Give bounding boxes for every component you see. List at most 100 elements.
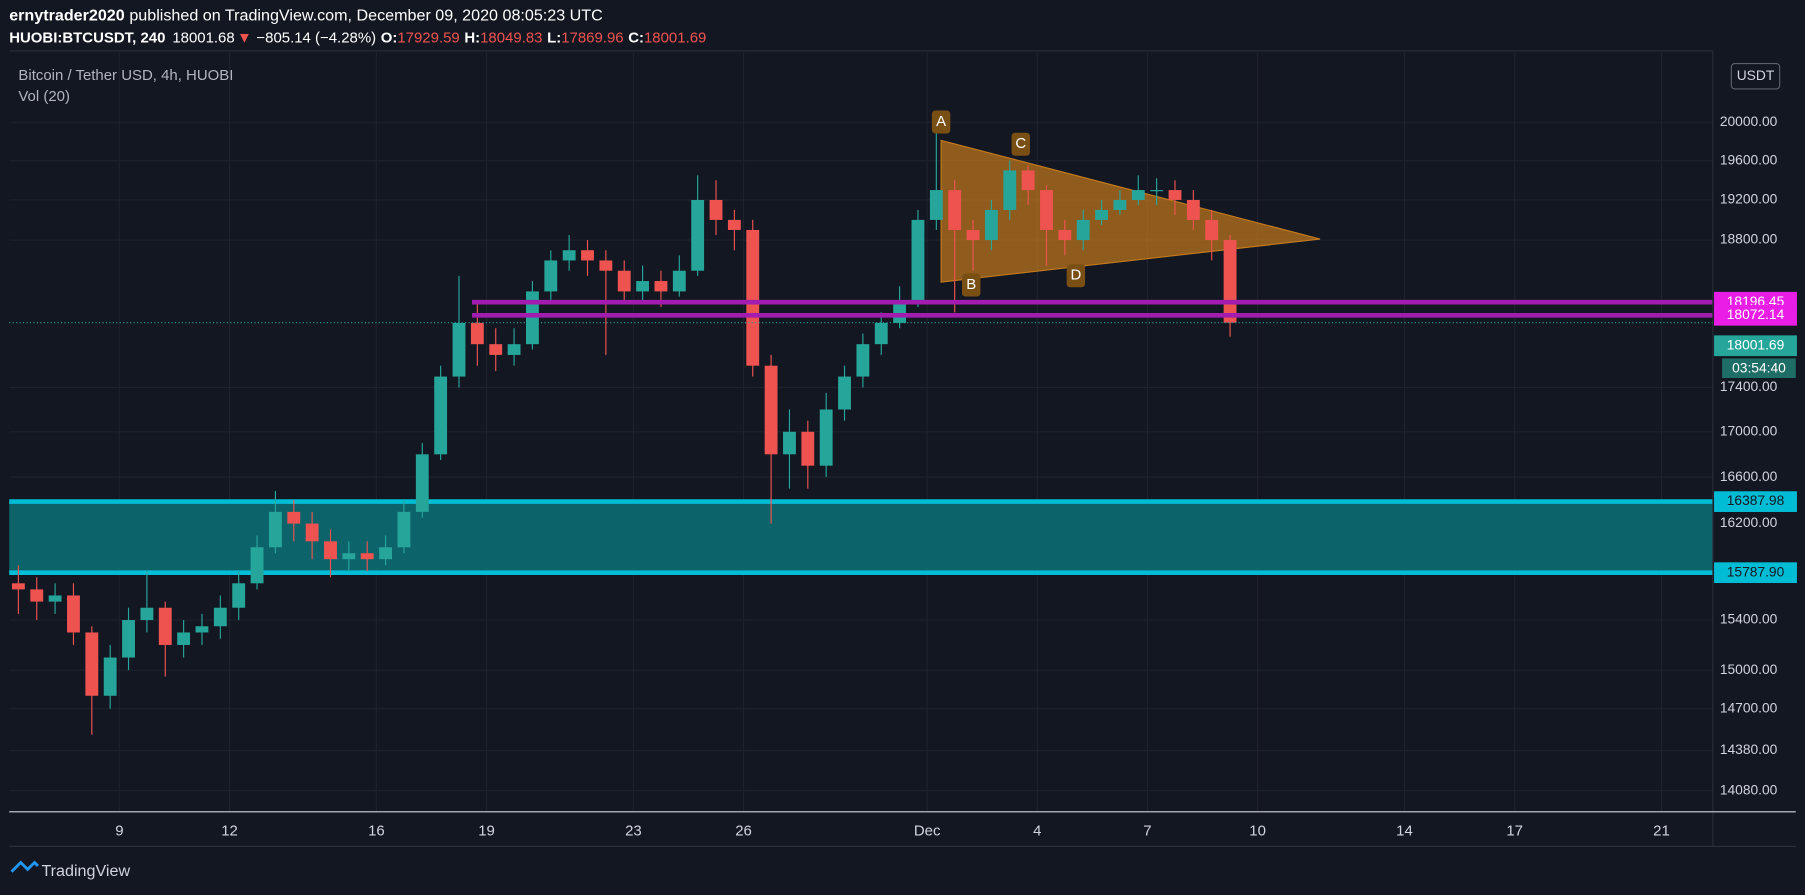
x-tick-label: 14 xyxy=(1396,822,1413,839)
candle-body xyxy=(783,431,796,455)
level-label: 18072.14 xyxy=(1727,306,1785,322)
chart-title: Bitcoin / Tether USD, 4h, HUOBI xyxy=(18,67,233,84)
candle-body xyxy=(48,595,62,602)
plot-area: A B C D xyxy=(9,52,1713,812)
y-tick-label: 18800.00 xyxy=(1720,231,1778,247)
candle-body xyxy=(67,595,80,633)
candle-body xyxy=(30,589,44,602)
candle-body xyxy=(911,219,925,302)
candle-body xyxy=(1113,199,1127,210)
candle-body xyxy=(287,511,301,524)
candle-body xyxy=(856,344,870,377)
x-tick-label: 26 xyxy=(735,822,752,839)
y-tick-label: 15400.00 xyxy=(1720,611,1778,627)
candle-body xyxy=(507,344,521,355)
x-tick-label: 7 xyxy=(1143,822,1151,839)
candle-body xyxy=(232,583,246,608)
indicator: Vol (20) xyxy=(18,88,70,105)
candle-body xyxy=(213,607,227,627)
arrow: ▼ xyxy=(237,29,252,46)
y-tick-label: 16200.00 xyxy=(1720,514,1778,530)
candle-body xyxy=(966,229,980,241)
candle-body xyxy=(415,454,429,512)
candle-body xyxy=(1095,209,1108,220)
candle-body xyxy=(1040,190,1053,230)
pattern-point-box xyxy=(1066,264,1086,288)
header-line: ernytrader2020 published on TradingView.c… xyxy=(9,7,603,25)
candle-body xyxy=(140,607,154,621)
candle-body xyxy=(250,547,264,584)
candle-body xyxy=(727,219,741,230)
candle-body xyxy=(893,301,907,323)
pattern-point-label: A xyxy=(936,113,946,130)
y-tick-label: 17400.00 xyxy=(1720,378,1778,394)
zone-label-box xyxy=(1714,491,1797,512)
level-label: 18196.45 xyxy=(1727,293,1785,309)
pattern-point-box xyxy=(931,110,951,134)
y-tick-label: 19200.00 xyxy=(1720,191,1778,207)
candle-body xyxy=(1168,190,1182,200)
candle-body xyxy=(691,199,705,271)
pattern-point-box xyxy=(1011,132,1030,156)
candle-body xyxy=(397,511,411,548)
candle-body xyxy=(1150,190,1164,192)
candle-body xyxy=(268,511,282,548)
last-price-label: 18001.69 xyxy=(1727,336,1785,352)
candle-body xyxy=(103,657,117,696)
currency[interactable]: USDT xyxy=(1737,67,1775,83)
candle-body xyxy=(1205,219,1219,241)
x-tick-label: 23 xyxy=(625,822,642,839)
zone xyxy=(9,501,1713,573)
candle-body xyxy=(470,322,484,345)
x-tick-label: 12 xyxy=(221,822,238,839)
candle-body xyxy=(1131,190,1145,200)
candle-body xyxy=(158,607,172,645)
candle-body xyxy=(177,632,191,645)
close-label: C: xyxy=(628,29,644,46)
candle-body xyxy=(1186,199,1200,220)
candle-body xyxy=(122,620,135,658)
candle-body xyxy=(489,344,503,355)
candle-body xyxy=(1076,219,1090,241)
candle-body xyxy=(599,260,613,271)
candle-body xyxy=(1021,170,1035,191)
candle-body xyxy=(85,632,99,696)
author: ernytrader2020 xyxy=(9,7,125,25)
published: published on TradingView.com, December 0… xyxy=(129,7,603,25)
candle-body xyxy=(1003,170,1017,210)
currency-box[interactable] xyxy=(1730,63,1781,90)
brand: TradingView xyxy=(41,862,130,880)
high-label: H: xyxy=(464,29,480,46)
candle-body xyxy=(452,322,466,377)
symbol: HUOBI:BTCUSDT, 240 xyxy=(9,29,165,46)
candle-body xyxy=(801,431,815,466)
change: −805.14 (−4.28%) xyxy=(256,29,376,46)
quote-line: HUOBI:BTCUSDT, 240 18001.68 ▼ −805.14 (−4.2… xyxy=(9,29,706,46)
x-tick-label: 21 xyxy=(1653,822,1670,839)
y-tick-label: 16600.00 xyxy=(1720,468,1778,484)
candle-body xyxy=(929,190,943,220)
candle-body xyxy=(379,547,392,560)
x-tick-label: 9 xyxy=(115,822,123,839)
candle-body xyxy=(195,626,209,633)
candle-body xyxy=(1223,240,1237,323)
low: 17869.96 xyxy=(561,29,623,46)
y-tick-label: 19600.00 xyxy=(1720,151,1778,167)
candle-body xyxy=(874,322,888,345)
candle-body xyxy=(838,376,851,410)
level-label-box xyxy=(1714,304,1797,326)
candle-body xyxy=(636,281,650,292)
open-label: O: xyxy=(381,29,398,46)
candle-body xyxy=(360,553,374,560)
zone-label-box xyxy=(1714,562,1797,584)
y-tick-label: 14080.00 xyxy=(1720,781,1778,797)
pattern-point-label: B xyxy=(966,276,976,293)
candle-body xyxy=(746,229,760,366)
high: 18049.83 xyxy=(480,29,542,46)
candle-body xyxy=(709,199,723,220)
candle-body xyxy=(342,553,356,560)
pattern-point-label: C xyxy=(1015,135,1026,152)
